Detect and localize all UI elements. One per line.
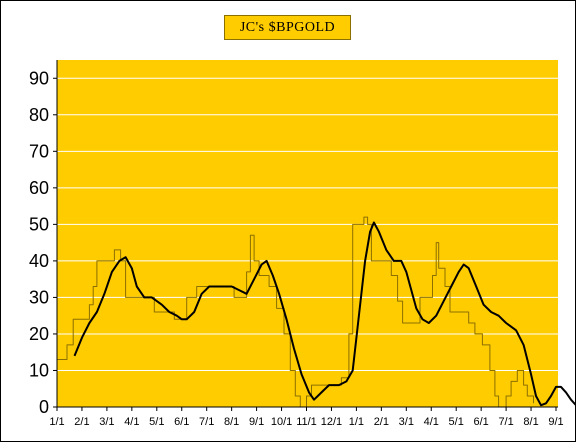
y-tick-label: 30 bbox=[29, 287, 49, 307]
x-tick-label: 2/1 bbox=[74, 416, 89, 428]
x-tick-label: 8/1 bbox=[523, 416, 538, 428]
y-tick-label: 10 bbox=[29, 360, 49, 380]
x-tick-label: 1/1 bbox=[349, 416, 364, 428]
y-tick-label: 0 bbox=[39, 397, 49, 417]
x-tick-label: 9/1 bbox=[548, 416, 563, 428]
y-tick-label: 70 bbox=[29, 141, 49, 161]
x-tick-label: 3/1 bbox=[99, 416, 114, 428]
x-tick-label: 6/1 bbox=[474, 416, 489, 428]
y-tick-labels: 0 10 20 30 40 50 60 70 80 90 bbox=[29, 68, 57, 417]
y-tick-label: 20 bbox=[29, 324, 49, 344]
y-tick-label: 60 bbox=[29, 178, 49, 198]
x-tick-label: 4/1 bbox=[124, 416, 139, 428]
x-tick-label: 9/1 bbox=[249, 416, 264, 428]
chart-title: JC's $BPGOLD bbox=[224, 15, 351, 40]
y-tick-label: 40 bbox=[29, 251, 49, 271]
step-line bbox=[57, 216, 534, 408]
x-tick-label: 4/1 bbox=[424, 416, 439, 428]
y-tick-label: 80 bbox=[29, 105, 49, 125]
x-tick-labels: 1/1 2/1 3/1 4/1 5/1 6/1 7/1 8/1 9/1 10/1 11/1 12/1 1… bbox=[49, 407, 564, 428]
x-tick-label: 3/1 bbox=[399, 416, 414, 428]
x-tick-label: 2/1 bbox=[374, 416, 389, 428]
x-tick-label: 7/1 bbox=[199, 416, 214, 428]
x-tick-label: 5/1 bbox=[149, 416, 164, 428]
x-tick-label: 8/1 bbox=[224, 416, 239, 428]
y-tick-label: 50 bbox=[29, 214, 49, 234]
x-tick-label: 7/1 bbox=[498, 416, 513, 428]
x-tick-label: 5/1 bbox=[449, 416, 464, 428]
y-tick-label: 90 bbox=[29, 68, 49, 88]
plot-area bbox=[57, 60, 558, 407]
x-tick-label: 1/1 bbox=[49, 416, 64, 428]
smoothed-line bbox=[73, 221, 576, 407]
series-layer bbox=[57, 216, 576, 408]
x-tick-label: 6/1 bbox=[174, 416, 189, 428]
x-tick-label: 11/1 bbox=[296, 416, 317, 428]
x-tick-label: 10/1 bbox=[271, 416, 292, 428]
x-tick-label: 12/1 bbox=[321, 416, 342, 428]
